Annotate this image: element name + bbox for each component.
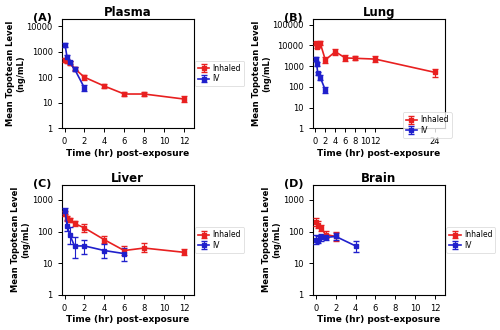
Y-axis label: Mean Topotecan Level
(ng/mL): Mean Topotecan Level (ng/mL) bbox=[6, 21, 25, 126]
Legend: Inhaled, IV: Inhaled, IV bbox=[446, 227, 496, 253]
Title: Lung: Lung bbox=[362, 6, 395, 18]
Title: Plasma: Plasma bbox=[104, 6, 152, 18]
Legend: Inhaled, IV: Inhaled, IV bbox=[195, 227, 244, 253]
Text: (D): (D) bbox=[284, 180, 304, 189]
X-axis label: Time (hr) post-exposure: Time (hr) post-exposure bbox=[66, 149, 190, 158]
Text: (C): (C) bbox=[32, 180, 51, 189]
Text: (B): (B) bbox=[284, 13, 302, 23]
Title: Liver: Liver bbox=[111, 172, 144, 185]
Title: Brain: Brain bbox=[362, 172, 396, 185]
Text: (A): (A) bbox=[32, 13, 52, 23]
Y-axis label: Mean Topotecan Level
(ng/mL): Mean Topotecan Level (ng/mL) bbox=[252, 21, 271, 126]
X-axis label: Time (hr) post-exposure: Time (hr) post-exposure bbox=[318, 315, 440, 324]
Legend: Inhaled, IV: Inhaled, IV bbox=[402, 112, 452, 138]
X-axis label: Time (hr) post-exposure: Time (hr) post-exposure bbox=[318, 149, 440, 158]
Y-axis label: Mean Topotecan Level
(ng/mL): Mean Topotecan Level (ng/mL) bbox=[11, 187, 30, 292]
X-axis label: Time (hr) post-exposure: Time (hr) post-exposure bbox=[66, 315, 190, 324]
Y-axis label: Mean Topotecan Level
(ng/mL): Mean Topotecan Level (ng/mL) bbox=[262, 187, 281, 292]
Legend: Inhaled, IV: Inhaled, IV bbox=[195, 61, 244, 86]
